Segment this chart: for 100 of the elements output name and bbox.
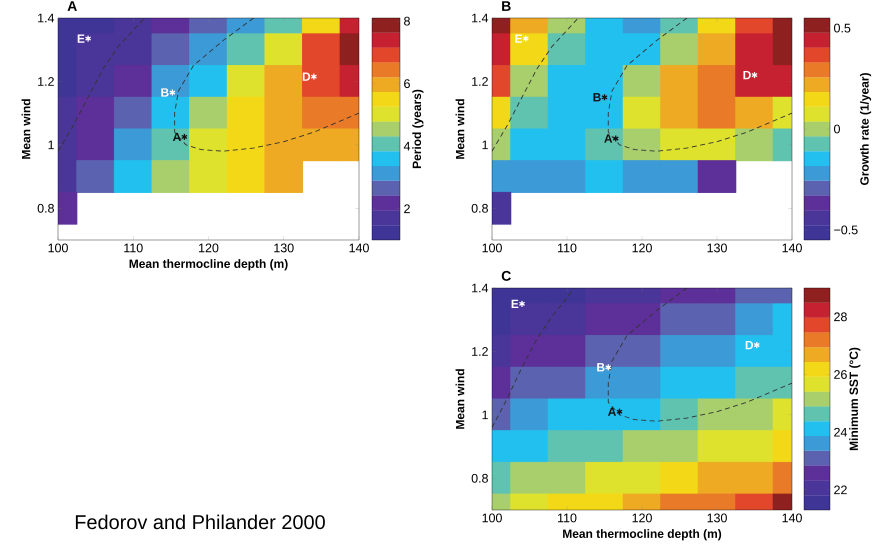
point [616, 408, 623, 416]
x-tick-label: 130 [274, 244, 294, 252]
point [302, 33, 341, 66]
point [114, 160, 153, 193]
color-bar-title: Minimum SST (°C) [849, 348, 860, 450]
x-tick-label: 120 [199, 244, 218, 252]
color-bar-label: 26 [834, 370, 847, 379]
y-tick-label: 1.4 [472, 14, 488, 22]
y-tick-label: 1.2 [472, 347, 488, 356]
point [76, 160, 115, 193]
x-axis-title: Mean thermocline depth (m) [130, 259, 288, 270]
point [114, 33, 153, 66]
point [302, 65, 341, 98]
point [548, 128, 586, 162]
point [189, 65, 228, 98]
point [698, 96, 736, 130]
point [84, 34, 92, 42]
chart-title: A [68, 1, 77, 11]
x-tick-label: 100 [482, 244, 502, 252]
point [735, 128, 774, 162]
x-tick-label: 140 [782, 244, 802, 252]
point [510, 128, 549, 162]
x-tick-label: 110 [558, 244, 576, 252]
point [264, 33, 304, 66]
x-tick-label: 130 [708, 514, 727, 522]
point [735, 65, 774, 98]
color-bar-label: 6 [404, 79, 410, 88]
point [226, 128, 266, 162]
x-tick-label: 100 [48, 244, 68, 252]
point [226, 96, 266, 130]
point [585, 128, 624, 162]
x-tick-label: 130 [708, 244, 727, 252]
x-tick-label: 110 [558, 514, 576, 522]
line-series [174, 18, 359, 152]
text: Fedorov and Philander 2000 [76, 514, 325, 530]
annotation: B [593, 93, 601, 102]
point [152, 33, 190, 66]
point [189, 128, 228, 162]
point [754, 341, 760, 349]
point [189, 160, 228, 193]
point [76, 33, 115, 66]
color-bar-title: Period (years) [412, 90, 424, 168]
chart-title: C [502, 270, 511, 281]
color-bar-label: 0 [834, 124, 840, 134]
point [585, 160, 624, 193]
point [622, 65, 662, 98]
annotation: B [597, 363, 605, 372]
point [548, 65, 586, 98]
point [189, 33, 228, 66]
y-tick-label: 1.4 [472, 284, 488, 292]
point [169, 88, 176, 96]
point [660, 160, 699, 193]
point [601, 94, 608, 101]
color-bar-label: 2 [404, 204, 410, 214]
color-bar-label: −0.5 [834, 226, 858, 234]
point [660, 33, 699, 66]
point [612, 134, 620, 142]
annotation: D [746, 340, 754, 350]
y-axis-title: Mean wind [456, 369, 464, 429]
point [518, 300, 526, 308]
color-bar-label: 24 [834, 428, 848, 437]
chart-title: B [502, 1, 511, 11]
x-tick-label: 120 [632, 514, 652, 522]
annotation: A [604, 134, 612, 143]
point [622, 33, 662, 66]
annotation: E [515, 34, 522, 43]
y-tick-label: 1 [48, 140, 54, 150]
point [548, 33, 586, 66]
point [114, 128, 153, 162]
point [152, 128, 190, 162]
annotation: E [78, 34, 84, 43]
annotation: D [743, 70, 751, 80]
color-bar-label: 0.5 [834, 24, 850, 32]
point [698, 160, 736, 193]
point [698, 65, 736, 98]
y-tick-label: 0.8 [472, 204, 488, 213]
point [226, 160, 266, 193]
y-tick-label: 1.2 [472, 77, 488, 86]
point [264, 65, 304, 98]
point [735, 33, 774, 66]
point [310, 73, 318, 80]
point [698, 128, 736, 162]
point [510, 96, 549, 130]
point [548, 160, 586, 193]
y-axis-title: Mean wind [456, 99, 464, 159]
point [548, 96, 586, 130]
y-tick-label: 1.2 [38, 77, 54, 86]
point [698, 33, 736, 66]
point [302, 96, 341, 130]
point [622, 160, 662, 193]
point [622, 128, 662, 162]
annotation: A [172, 132, 181, 142]
point [605, 364, 612, 371]
point [76, 65, 115, 98]
point [622, 96, 662, 130]
annotation: D [302, 72, 310, 81]
point [660, 65, 699, 98]
x-tick-label: 140 [350, 244, 369, 252]
point [114, 65, 153, 98]
point [510, 160, 549, 193]
